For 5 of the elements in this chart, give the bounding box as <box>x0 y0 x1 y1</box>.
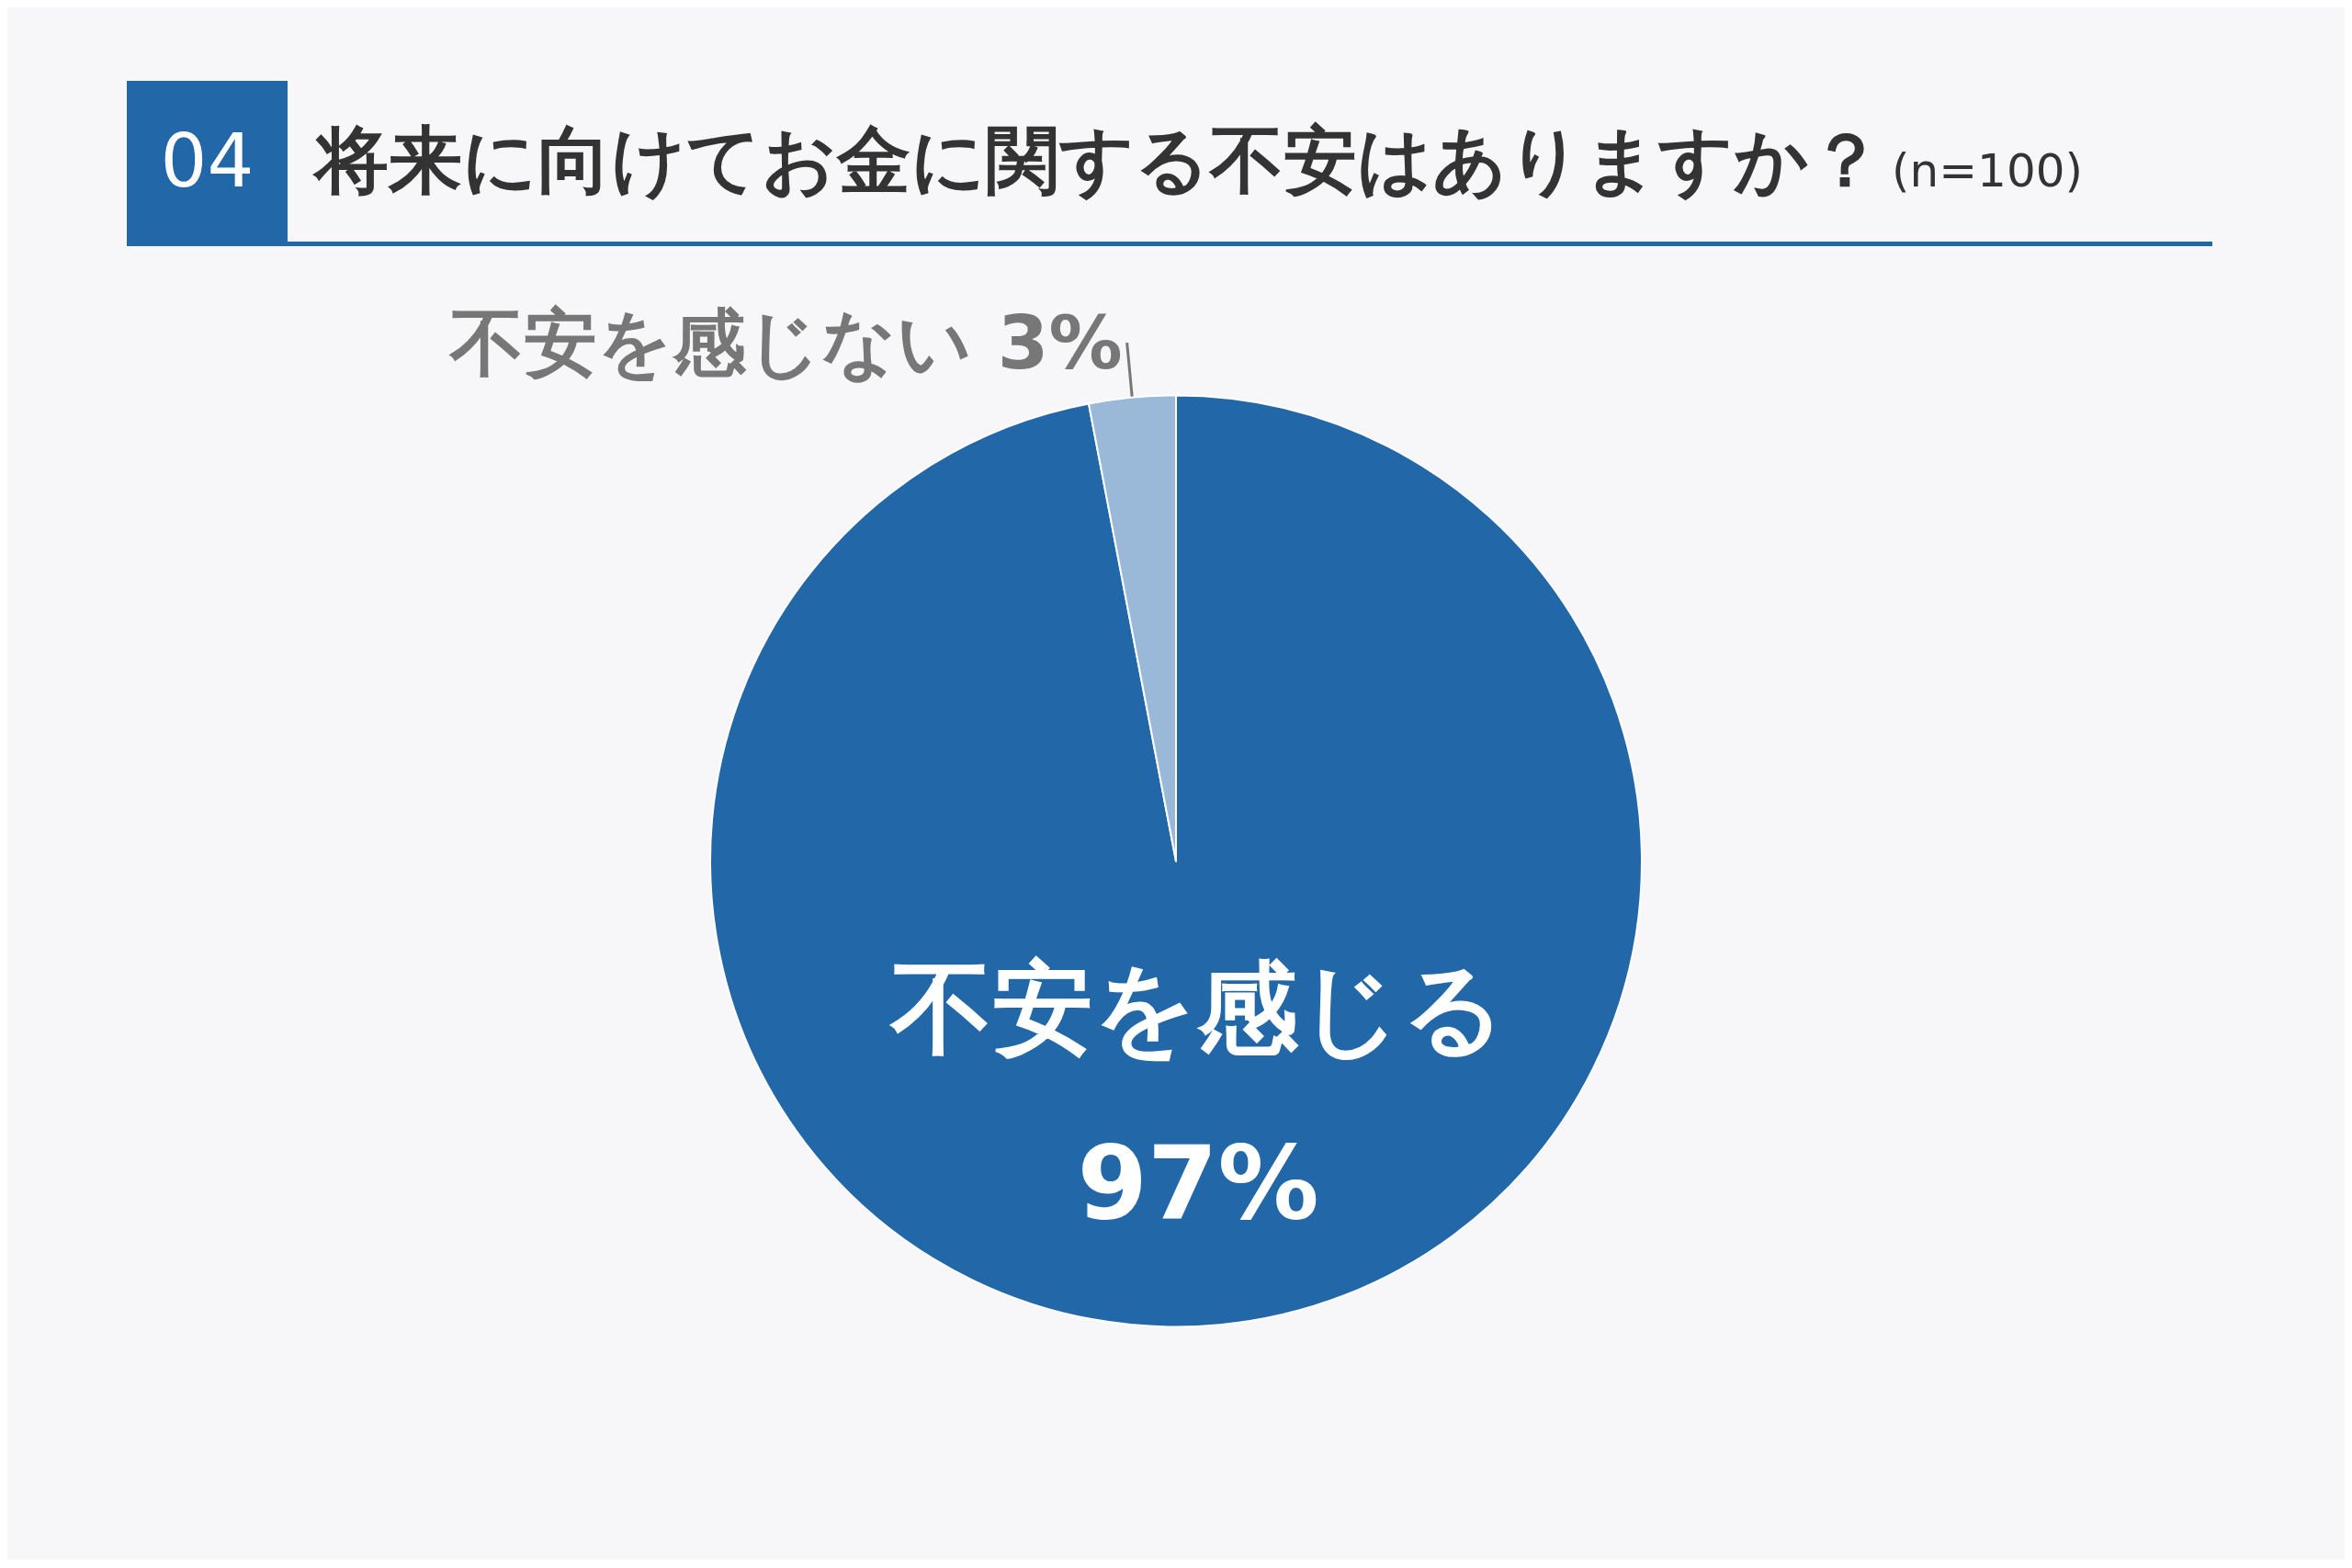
slice-label: 不安を感じない 3% <box>447 299 1123 386</box>
text: 04 <box>127 81 288 242</box>
slice-label: 不安を感じる <box>888 949 1506 1067</box>
text: (n=100) <box>1892 143 2084 197</box>
data-label: 97% <box>1077 1123 1319 1242</box>
